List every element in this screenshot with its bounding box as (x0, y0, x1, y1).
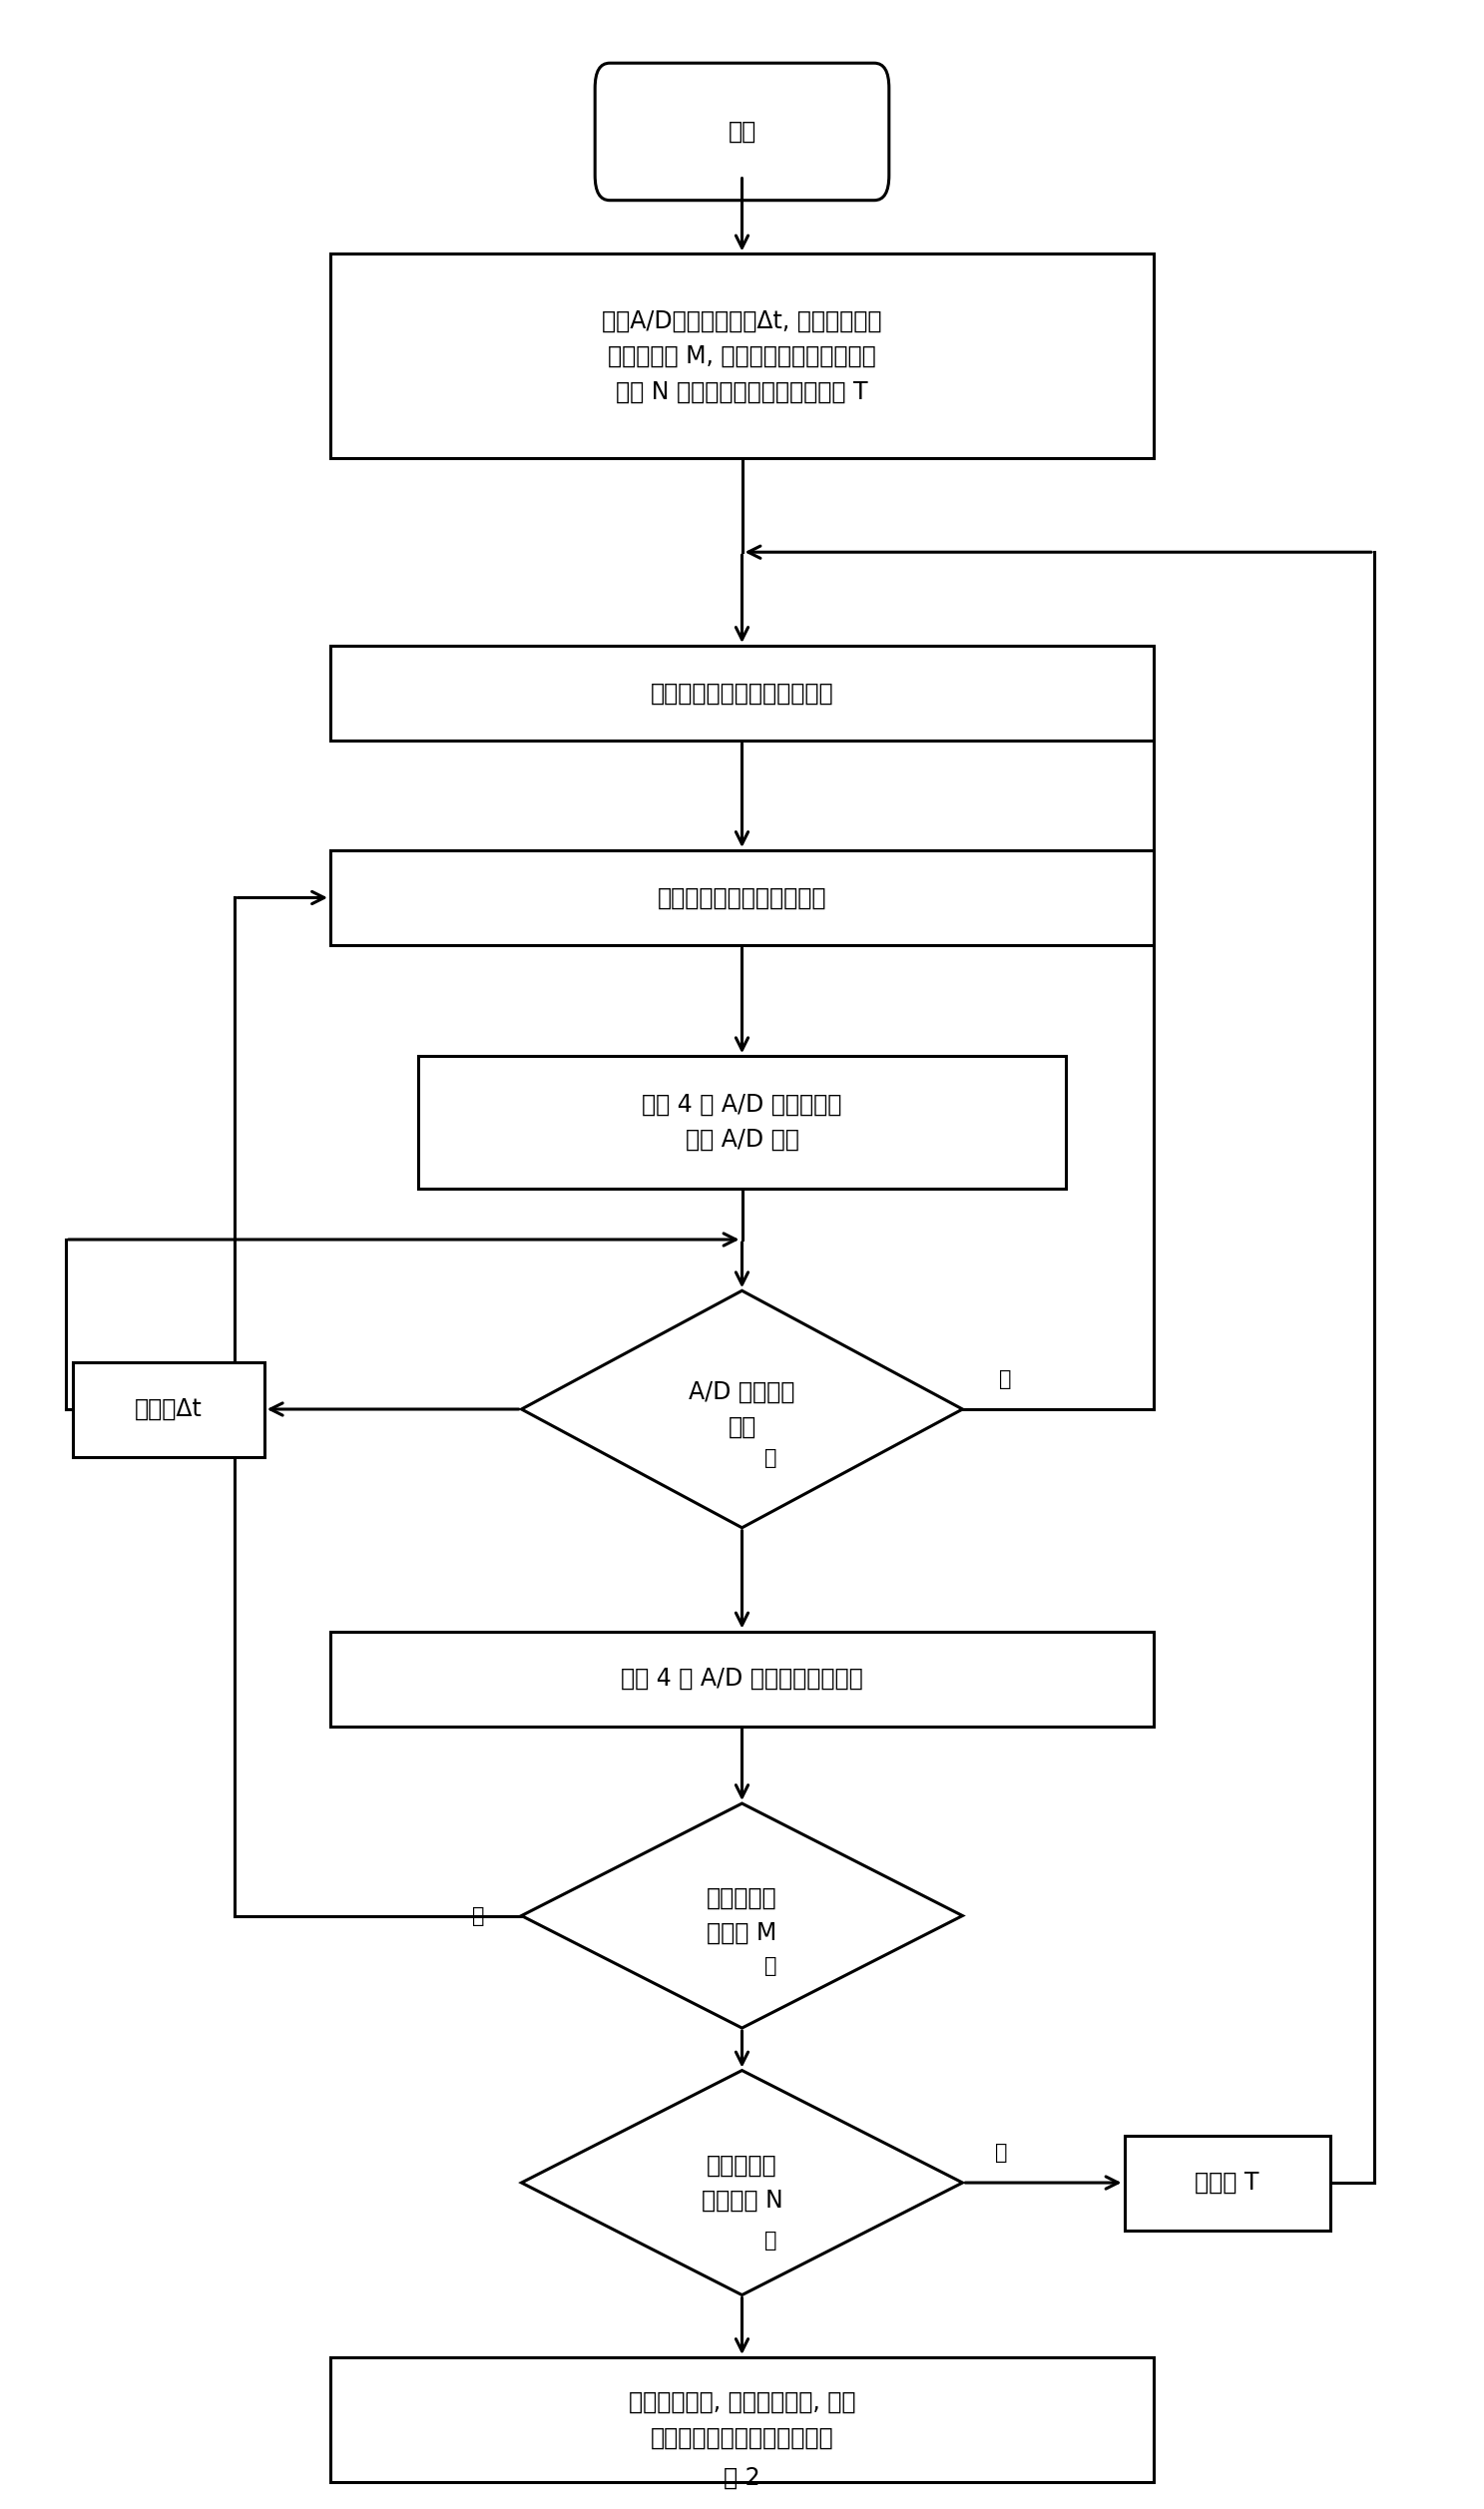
FancyBboxPatch shape (595, 63, 889, 201)
Bar (331, 2358, 1153, 2481)
Text: 产生一个数据采集触发信号: 产生一个数据采集触发信号 (657, 886, 827, 911)
Text: 是: 是 (764, 1448, 776, 1468)
Text: 否: 否 (999, 1370, 1012, 1390)
Polygon shape (521, 2070, 963, 2296)
Text: 控制 4 个 A/D 转换器同步
开始 A/D 转换: 控制 4 个 A/D 转换器同步 开始 A/D 转换 (643, 1091, 841, 1152)
Bar (1125, 2135, 1330, 2231)
Polygon shape (521, 1290, 963, 1528)
Text: 激光器触发
是否达到 N: 激光器触发 是否达到 N (702, 2153, 782, 2213)
Text: 设置A/D转换时间间隔Δt, 每个激光脉冲
转化的数目 M, 每次计算所需要的激光脉
冲数 N 以及脉冲激光器的触发间隔 T: 设置A/D转换时间间隔Δt, 每个激光脉冲 转化的数目 M, 每次计算所需要的激… (603, 309, 881, 404)
Text: 存储 4 个 A/D 转换器的转换结果: 存储 4 个 A/D 转换器的转换结果 (620, 1666, 864, 1691)
Bar (73, 1362, 264, 1458)
Text: 计算湍流参数, 输出计算结果, 清除
内存准备下一轮的转换和计算: 计算湍流参数, 输出计算结果, 清除 内存准备下一轮的转换和计算 (629, 2391, 855, 2449)
Text: 是: 是 (764, 1955, 776, 1975)
Bar (331, 253, 1153, 459)
Text: 图 2: 图 2 (724, 2466, 760, 2489)
Text: A/D 转换是否
完成: A/D 转换是否 完成 (689, 1380, 795, 1438)
Bar (331, 1631, 1153, 1726)
Text: 产生单个脉冲激光器触发信号: 产生单个脉冲激光器触发信号 (650, 680, 834, 705)
Text: 延时至Δt: 延时至Δt (135, 1398, 202, 1420)
Text: 否: 否 (994, 2143, 1008, 2163)
Bar (418, 1056, 1066, 1189)
Text: 否: 否 (472, 1907, 485, 1927)
Polygon shape (521, 1804, 963, 2027)
Bar (331, 645, 1153, 740)
Bar (331, 851, 1153, 946)
Text: 延时至 T: 延时至 T (1195, 2170, 1260, 2195)
Text: 是否达到转
换数目 M: 是否达到转 换数目 M (706, 1887, 778, 1944)
Text: 开始: 开始 (729, 120, 755, 143)
Text: 是: 是 (764, 2231, 776, 2251)
